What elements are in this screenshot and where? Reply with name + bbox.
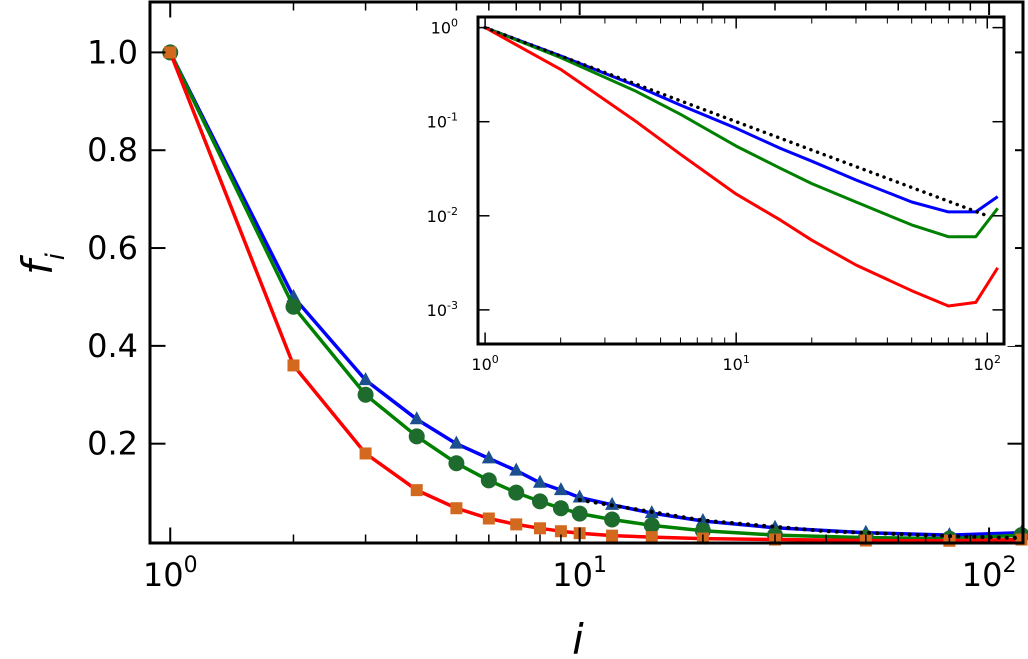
main-series-2-point [606, 529, 619, 542]
main-series-2-point [482, 512, 495, 525]
inset-background [475, 15, 1015, 346]
inset-x-tick-label: 100 [471, 353, 498, 374]
main-series-2-point [359, 447, 372, 460]
main-series-2-point [645, 531, 658, 544]
inset-y-tick-label: 10-2 [427, 205, 458, 226]
inset-x-tick-label-exponent: 1 [743, 353, 750, 366]
inset-y-tick-label-exponent: -2 [447, 205, 458, 218]
main-series-2-point [510, 518, 523, 531]
main-x-tick-label-exponent: 0 [184, 553, 198, 578]
inset-series-1-line [484, 26, 999, 239]
inset-x-tick-label-exponent: 2 [994, 353, 1001, 366]
main-series-0-point [509, 462, 524, 476]
main-series-1-point [531, 493, 548, 510]
inset-series-2-line [484, 26, 999, 308]
main-y-tick-label: 0.4 [87, 327, 138, 365]
inset-series-layer [483, 25, 999, 308]
main-series-1-point [508, 484, 525, 501]
inset-y-tick-label: 100 [431, 17, 458, 38]
inset-x-tick-label-base: 10 [974, 355, 994, 374]
main-x-tick-label: 101 [552, 553, 607, 594]
main-series-0-point [449, 435, 464, 449]
main-series-0-point [481, 450, 496, 464]
main-series-1-point [643, 517, 660, 534]
main-y-tick-label: 0.8 [87, 131, 138, 169]
inset-y-tick-label-base: 10 [431, 19, 451, 38]
main-plot-frame [148, 0, 1025, 545]
inset-x-tick-label: 102 [974, 353, 1001, 374]
main-y-tick-label: 0.6 [87, 229, 138, 267]
main-x-tick-label-exponent: 2 [1002, 553, 1016, 578]
inset-plot-frame [476, 15, 1006, 346]
inset-x-tick-label: 101 [722, 353, 749, 374]
main-series-2-point [287, 359, 300, 372]
main-x-tick-label-base: 10 [552, 556, 593, 594]
inset-y-tick-label-exponent: 0 [451, 17, 458, 30]
inset-x-tick-label-base: 10 [722, 355, 742, 374]
main-series-2-point [533, 522, 546, 535]
inset-y-tick-label-base: 10 [427, 113, 447, 132]
main-series-1-point [604, 511, 621, 528]
main-series-1-point [571, 505, 588, 522]
main-x-tick-label-base: 10 [962, 556, 1003, 594]
inset-x-tick-label-exponent: 0 [492, 353, 499, 366]
inset-x-tick-label-base: 10 [471, 355, 491, 374]
main-series-2-point [164, 46, 177, 59]
main-series-0-point [572, 489, 587, 503]
main-series-1-point [480, 472, 497, 489]
main-series-2-point [554, 525, 567, 538]
inset-series-3-line [483, 25, 990, 218]
inset-y-tick-label-base: 10 [427, 207, 447, 226]
main-series-0-point [358, 372, 373, 386]
main-series-1-point [408, 428, 425, 445]
main-series-2-point [450, 502, 463, 515]
main-x-tick-label-exponent: 1 [593, 553, 607, 578]
main-series-1-point [552, 500, 569, 517]
main-x-axis-label: i [572, 615, 584, 659]
inset-y-tick-label-exponent: -3 [447, 299, 458, 312]
main-series-0-point [409, 411, 424, 425]
inset-y-tick-label-base: 10 [427, 301, 447, 320]
main-x-tick-label: 100 [143, 553, 198, 594]
main-series-1-point [285, 298, 302, 315]
main-y-tick-label: 1.0 [87, 33, 138, 71]
main-series-1-point [357, 386, 374, 403]
main-y-tick-label: 0.2 [87, 425, 138, 463]
main-series-3-line [577, 497, 1024, 541]
main-series-0-point [553, 482, 568, 496]
inset-y-tick-label-exponent: -1 [447, 111, 458, 124]
main-y-axis-label-subscript: i [41, 252, 71, 260]
inset-y-tick-label: 10-3 [427, 299, 458, 320]
main-x-tick-label: 102 [962, 553, 1017, 594]
main-x-tick-label-base: 10 [143, 556, 184, 594]
main-series-2-point [410, 484, 423, 497]
main-series-1-point [448, 455, 465, 472]
main-series-0-point [695, 512, 710, 526]
inset-y-tick-label: 10-1 [427, 111, 458, 132]
main-series-0-point [532, 474, 547, 488]
